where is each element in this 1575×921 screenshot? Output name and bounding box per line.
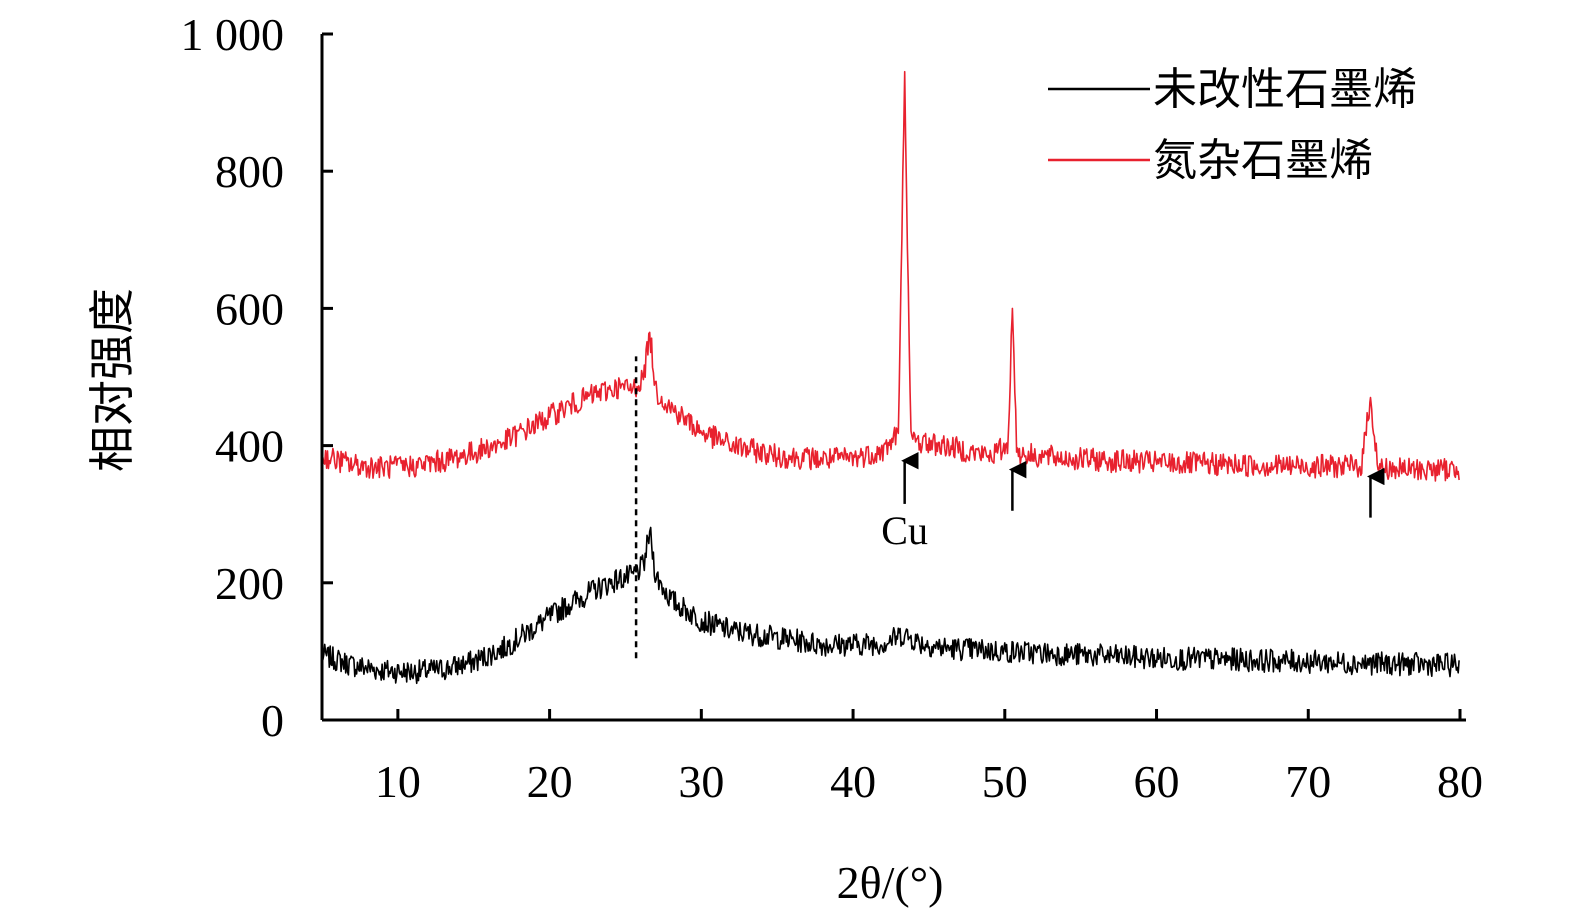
x-axis-title: 2θ/(°) <box>837 857 944 908</box>
y-tick-label: 200 <box>215 558 284 609</box>
y-tick-label: 1 000 <box>181 9 285 60</box>
x-tick-label: 50 <box>982 756 1028 807</box>
annotation-layer: Cu <box>634 356 1385 659</box>
y-axis-title: 相对强度 <box>87 288 138 472</box>
x-tick-label: 40 <box>830 756 876 807</box>
y-tick-label: 800 <box>215 146 284 197</box>
x-tick-label: 70 <box>1285 756 1331 807</box>
legend-label-unmodified: 未改性石墨烯 <box>1153 65 1417 114</box>
x-tick-label: 60 <box>1134 756 1180 807</box>
legend: 未改性石墨烯 氮杂石墨烯 <box>1048 65 1417 185</box>
y-tick-label: 0 <box>261 695 284 746</box>
series-layer <box>321 70 1460 685</box>
x-tick-label: 20 <box>527 756 573 807</box>
x-tick-label: 10 <box>375 756 421 807</box>
y-ticks: 0 200 400 600 800 1 000 <box>181 9 333 746</box>
legend-label-n-doped: 氮杂石墨烯 <box>1153 136 1373 185</box>
annotation-label: Cu <box>881 508 928 553</box>
y-tick-label: 400 <box>215 421 284 472</box>
x-tick-label: 30 <box>678 756 724 807</box>
y-tick-label: 600 <box>215 283 284 334</box>
x-tick-label: 80 <box>1437 756 1483 807</box>
x-ticks: 10 20 30 40 50 60 70 80 <box>375 709 1483 807</box>
series-line-0 <box>321 526 1460 685</box>
series-line-1 <box>321 70 1460 482</box>
